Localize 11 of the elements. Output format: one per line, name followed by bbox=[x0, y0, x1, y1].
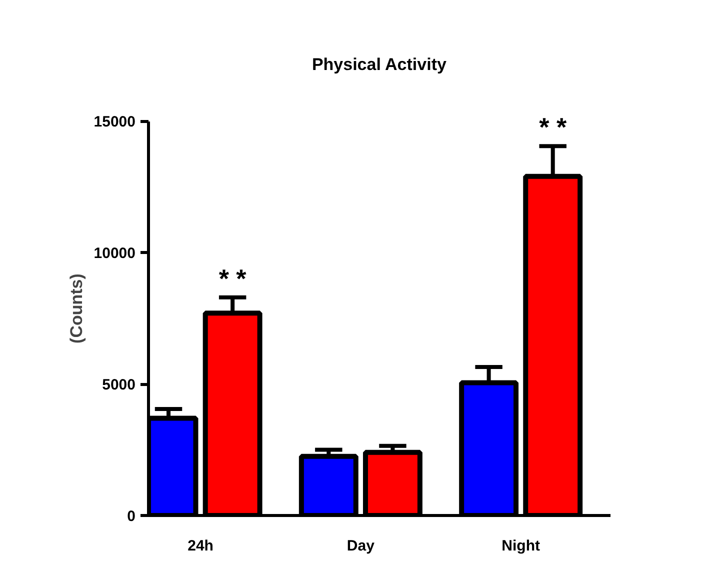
y-axis-title: (Counts) bbox=[66, 274, 86, 344]
annotation: * * bbox=[539, 112, 568, 142]
y-tick-label: 10000 bbox=[94, 245, 136, 262]
x-tick-label: Night bbox=[502, 538, 540, 554]
x-tick-label: Day bbox=[346, 538, 376, 554]
y-tick-label: 15000 bbox=[94, 114, 136, 131]
annotation: * * bbox=[218, 263, 248, 294]
y-tick-label: 0 bbox=[127, 508, 136, 525]
y-tick-label: 5000 bbox=[102, 376, 136, 394]
x-tick-label: 24h bbox=[188, 538, 214, 554]
chart-title: Physical Activity bbox=[312, 55, 447, 74]
